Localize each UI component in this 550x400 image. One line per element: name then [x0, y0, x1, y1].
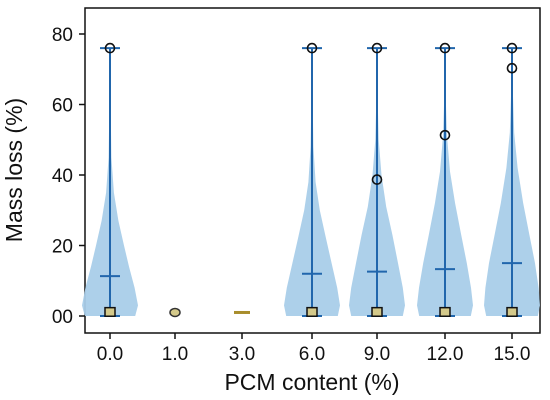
y-axis: 00 20 40 60 80 — [52, 25, 85, 328]
violin-iqr-box — [104, 306, 116, 317]
y-tick-label: 80 — [52, 25, 73, 46]
y-tick-label: 40 — [52, 166, 73, 187]
outlier-point — [506, 62, 518, 74]
violin-group-15.0 — [484, 42, 540, 317]
violin-group-1.0 — [169, 307, 181, 318]
outlier-point — [439, 129, 451, 141]
outlier-point — [306, 42, 318, 54]
outlier-point — [439, 42, 451, 54]
violin-group-0.0 — [82, 42, 138, 317]
x-tick-label: 6.0 — [299, 344, 325, 365]
x-tick-label: 0.0 — [97, 344, 123, 365]
x-tick-label: 12.0 — [427, 344, 464, 365]
violin-group-9.0 — [349, 42, 405, 317]
violins-layer — [82, 42, 540, 318]
x-tick-label: 9.0 — [364, 344, 390, 365]
violin-group-6.0 — [284, 42, 340, 317]
violin-point-marker — [169, 307, 181, 318]
violin-iqr-box — [439, 306, 451, 317]
outlier-point — [506, 42, 518, 54]
plot-area: 00 20 40 60 80 0.0 1.0 3.0 6.0 9.0 12.0 15.0 — [52, 7, 541, 365]
y-axis-title: Mass loss (%) — [1, 98, 27, 242]
violin-iqr-box — [306, 306, 318, 317]
x-axis-title: PCM content (%) — [224, 369, 399, 395]
x-tick-label: 1.0 — [162, 344, 188, 365]
y-tick-label: 20 — [52, 237, 73, 258]
x-axis: 0.0 1.0 3.0 6.0 9.0 12.0 15.0 — [97, 333, 531, 365]
violin-group-12.0 — [417, 42, 473, 317]
y-tick-label: 60 — [52, 96, 73, 117]
violin-iqr-box — [371, 306, 383, 317]
y-tick-label: 00 — [52, 307, 73, 328]
outlier-point — [371, 42, 383, 54]
violin-iqr-box — [506, 306, 518, 317]
x-tick-label: 15.0 — [494, 344, 531, 365]
outlier-point — [104, 42, 116, 54]
outlier-point — [371, 174, 383, 185]
x-tick-label: 3.0 — [229, 344, 255, 365]
